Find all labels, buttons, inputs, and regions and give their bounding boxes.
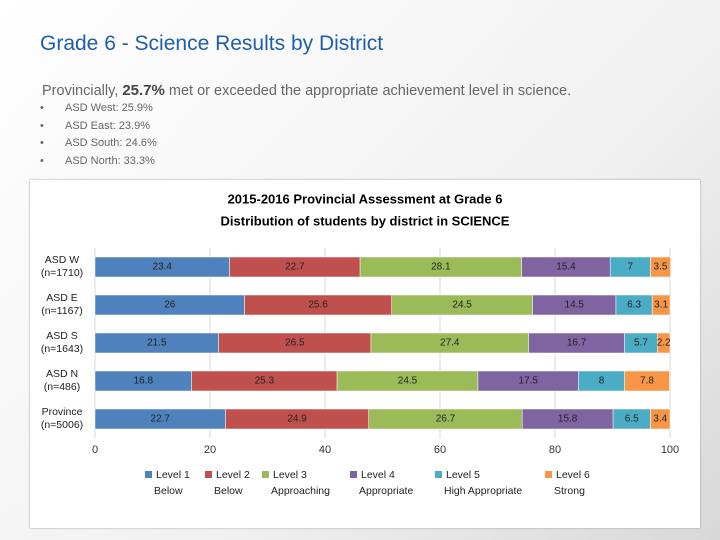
y-tick-label: Province (n=5006)	[40, 406, 84, 431]
legend-description: Below	[154, 485, 183, 497]
value-label: 7.8	[640, 376, 654, 387]
legend-description: Strong	[554, 485, 585, 497]
x-tick-label: 100	[661, 444, 679, 456]
summary-highlight: 25.7%	[122, 82, 165, 99]
chart-box: 2015-2016 Provincial Assessment at Grade…	[30, 180, 700, 528]
x-tick-label: 60	[434, 444, 446, 456]
legend-description: Approaching	[271, 485, 330, 497]
x-tick-label: 40	[319, 444, 331, 456]
bar-segment	[650, 408, 671, 430]
value-label: 26.7	[436, 414, 456, 425]
summary: Provincially, 25.7% met or exceeded the …	[42, 82, 571, 99]
legend-label: Level 6	[556, 469, 590, 481]
value-label: 25.3	[255, 376, 275, 387]
bullet-list: ASD West: 25.9%ASD East: 23.9%ASD South:…	[40, 102, 157, 172]
x-tick-label: 20	[204, 444, 216, 456]
legend-swatch	[545, 471, 552, 478]
chart-subtitle: Distribution of students by district in …	[221, 213, 510, 228]
y-tick-label: ASD W (n=1710)	[40, 254, 84, 279]
y-tick-label: ASD S (n=1643)	[40, 330, 84, 355]
value-label: 5.7	[634, 338, 648, 349]
value-label: 24.5	[398, 376, 418, 387]
value-label: 28.1	[431, 262, 451, 273]
x-tick-label: 80	[549, 444, 561, 456]
value-label: 15.8	[558, 414, 578, 425]
value-label: 6.3	[627, 300, 641, 311]
bar-segment	[624, 370, 670, 392]
value-label: 17.5	[519, 376, 539, 387]
value-label: 25.6	[308, 300, 328, 311]
bullet: ASD South: 24.6%	[40, 137, 157, 155]
legend-description: Appropriate	[359, 485, 413, 497]
legend-label: Level 2	[216, 469, 250, 481]
legend-label: Level 3	[273, 469, 307, 481]
legend-label: Level 4	[361, 469, 395, 481]
legend-description: High Appropriate	[444, 485, 522, 497]
legend-swatch	[145, 471, 152, 478]
value-label: 21.5	[147, 338, 167, 349]
value-label: 7	[628, 262, 634, 273]
bar-segment	[657, 332, 671, 354]
value-label: 8	[599, 376, 605, 387]
summary-rest: met or exceeded the appropriate achievem…	[168, 83, 572, 99]
value-label: 3.4	[653, 414, 667, 425]
value-label: 22.7	[285, 262, 305, 273]
value-label: 27.4	[440, 338, 460, 349]
bullet: ASD East: 23.9%	[40, 120, 157, 138]
value-label: 26	[164, 300, 176, 311]
value-label: 3.1	[654, 300, 668, 311]
value-label: 16.8	[134, 376, 154, 387]
bar-segment	[651, 294, 671, 316]
summary-intro: Provincially,	[42, 83, 119, 99]
bar-segment	[650, 256, 671, 278]
bullet: ASD North: 33.3%	[40, 155, 157, 173]
value-label: 2.2	[657, 338, 671, 349]
chart-title: 2015-2016 Provincial Assessment at Grade…	[228, 191, 503, 206]
legend-label: Level 1	[156, 469, 190, 481]
legend-swatch	[350, 471, 357, 478]
y-tick-label: ASD E (n=1167)	[41, 292, 83, 317]
bullet: ASD West: 25.9%	[40, 102, 157, 120]
y-tick-label: ASD N (n=486)	[43, 368, 81, 393]
value-label: 22.7	[151, 414, 171, 425]
legend-swatch	[262, 471, 269, 478]
value-label: 3.5	[654, 262, 668, 273]
legend-description: Below	[214, 485, 243, 497]
value-label: 24.5	[452, 300, 472, 311]
x-tick-label: 0	[92, 444, 98, 456]
value-label: 26.5	[285, 338, 305, 349]
value-label: 24.9	[287, 414, 307, 425]
legend-swatch	[435, 471, 442, 478]
value-label: 14.5	[565, 300, 585, 311]
value-label: 15.4	[556, 262, 576, 273]
slide-title: Grade 6 - Science Results by District	[40, 32, 384, 55]
value-label: 6.5	[625, 414, 639, 425]
chart: 2015-2016 Provincial Assessment at Grade…	[92, 191, 679, 497]
value-label: 16.7	[567, 338, 587, 349]
legend-label: Level 5	[446, 469, 480, 481]
value-label: 23.4	[153, 262, 173, 273]
legend-swatch	[205, 471, 212, 478]
